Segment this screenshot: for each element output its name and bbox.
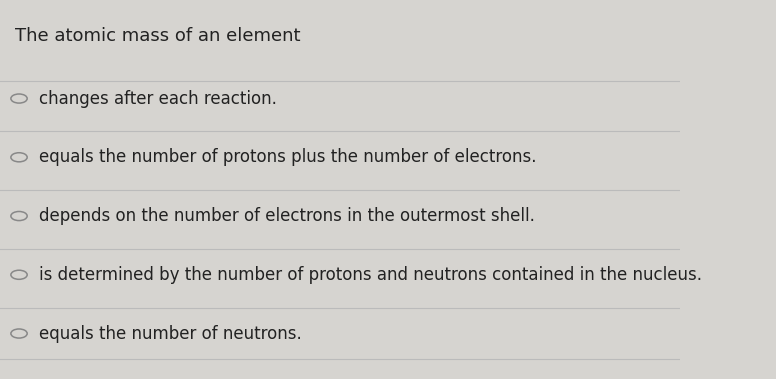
Text: is determined by the number of protons and neutrons contained in the nucleus.: is determined by the number of protons a… <box>40 266 702 284</box>
Text: changes after each reaction.: changes after each reaction. <box>40 89 277 108</box>
Text: The atomic mass of an element: The atomic mass of an element <box>15 27 300 44</box>
Text: depends on the number of electrons in the outermost shell.: depends on the number of electrons in th… <box>40 207 535 225</box>
Text: equals the number of protons plus the number of electrons.: equals the number of protons plus the nu… <box>40 148 537 166</box>
Text: equals the number of neutrons.: equals the number of neutrons. <box>40 324 302 343</box>
